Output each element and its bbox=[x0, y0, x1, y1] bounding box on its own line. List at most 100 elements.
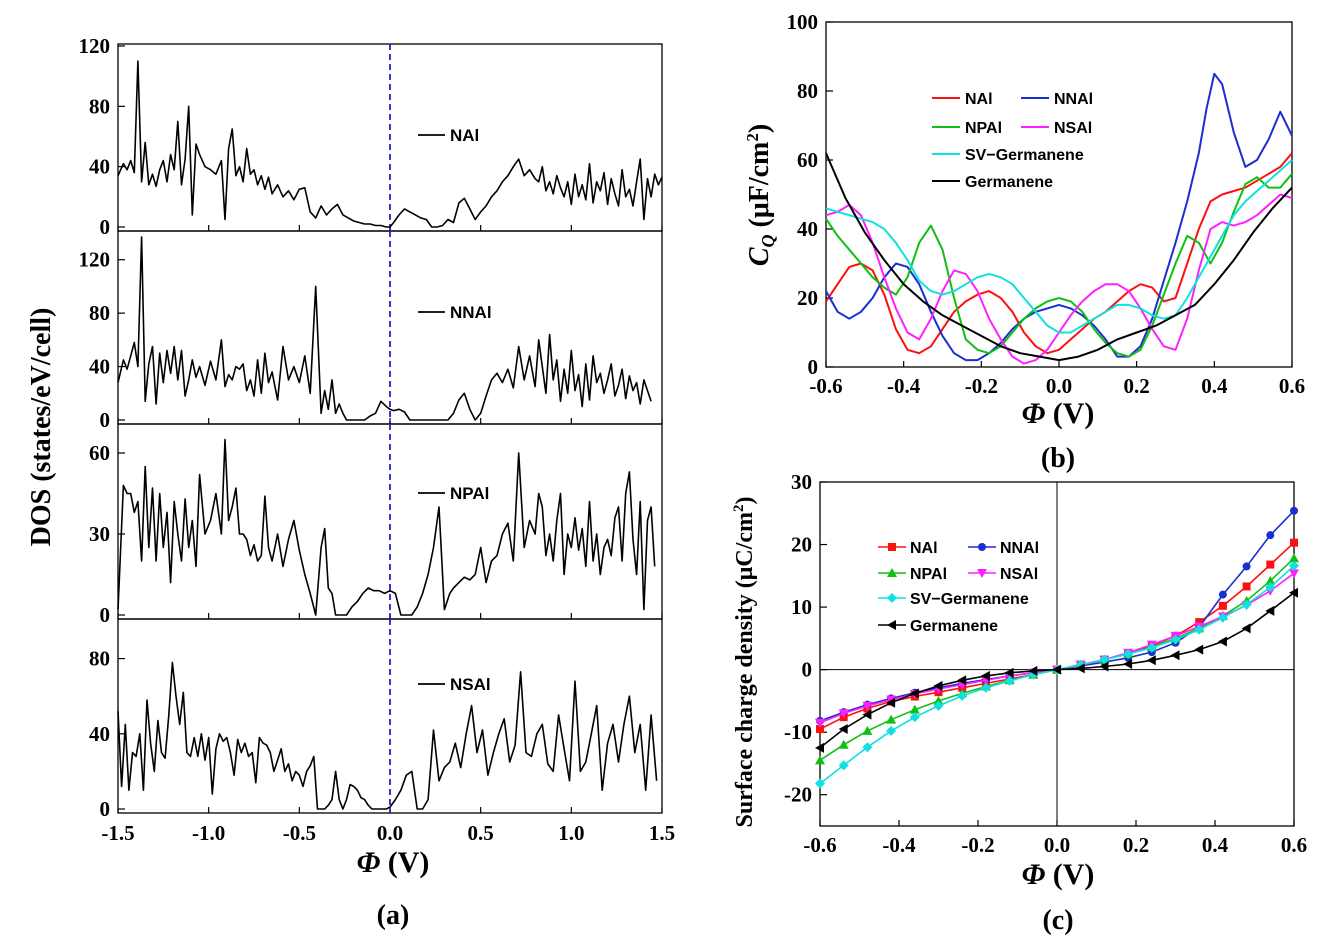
charge-point-sv-germanene bbox=[1146, 642, 1157, 653]
x-tick-label: 1.0 bbox=[558, 821, 584, 845]
y-tick-label: 20 bbox=[791, 533, 812, 557]
panel-b-x-axis-title: Φ (V) bbox=[1022, 397, 1095, 430]
y-tick-label: 120 bbox=[79, 34, 111, 58]
dos-line-nal bbox=[117, 60, 663, 228]
dos-line-npal bbox=[117, 438, 656, 616]
charge-point-germanene bbox=[1217, 636, 1227, 647]
y-tick-label: 40 bbox=[89, 355, 110, 379]
x-tick-label: 0.0 bbox=[1044, 833, 1070, 857]
cq-line-sv-germanene bbox=[825, 159, 1293, 334]
charge-point-germanene bbox=[1028, 665, 1038, 676]
charge-point-germanene bbox=[862, 709, 872, 720]
panel-a-x-axis-title: Φ (V) bbox=[357, 846, 430, 879]
charge-point-sv-germanene bbox=[862, 742, 873, 753]
charge-point-germanene bbox=[957, 675, 967, 686]
x-tick-label: -0.4 bbox=[887, 374, 921, 398]
x-tick-label: 0.6 bbox=[1279, 374, 1305, 398]
charge-point-germanene bbox=[1004, 667, 1014, 678]
panel-a-label: (a) bbox=[377, 900, 410, 931]
legend-label-nnal: NNAl bbox=[1000, 540, 1039, 557]
cq-line-nsal bbox=[825, 193, 1293, 365]
dos-line-nnal bbox=[117, 236, 652, 421]
panel-b-plot-area: 0 20 40 60 80 100 -0.6 -0.4 -0.2 0.0 0.2 0.4 0.6 NAl N… bbox=[787, 10, 1306, 398]
panel-c-plot-area: -20 -10 0 10 20 30 -0.6 -0.4 -0.2 0.0 0.2 0.4 0.6 NAl… bbox=[784, 470, 1307, 857]
panel-c-y-axis-title: Surface charge density (μC/cm2) bbox=[731, 496, 758, 827]
y-tick-label: 30 bbox=[791, 470, 812, 494]
dos-subplot-nal: 0 40 80 120 NAl bbox=[79, 34, 663, 239]
charge-point-npal bbox=[1289, 553, 1299, 563]
charge-point-sv-germanene bbox=[1123, 649, 1134, 659]
charge-point-npal bbox=[1265, 575, 1276, 585]
charge-point-germanene bbox=[909, 688, 919, 699]
x-tick-label: -1.0 bbox=[192, 821, 225, 845]
charge-point-germanene bbox=[1052, 664, 1061, 675]
y-tick-label: 0 bbox=[100, 215, 111, 239]
charge-point-npal bbox=[909, 704, 920, 714]
charge-point-germanene bbox=[815, 742, 824, 753]
charge-point-nsal bbox=[1289, 569, 1299, 579]
y-tick-label: 40 bbox=[89, 722, 110, 746]
panel-c-label: (c) bbox=[1042, 905, 1073, 936]
charge-point-sv-germanene bbox=[838, 760, 849, 771]
cq-line-nal bbox=[825, 152, 1293, 355]
y-tick-label: -20 bbox=[784, 783, 812, 807]
x-tick-label: -0.5 bbox=[283, 821, 316, 845]
y-tick-label: -10 bbox=[784, 720, 812, 744]
x-tick-label: 0.4 bbox=[1201, 374, 1228, 398]
x-tick-label: 0.2 bbox=[1124, 374, 1150, 398]
legend-marker-germanene bbox=[887, 620, 896, 630]
dos-subplot-nnal: 0 40 80 120 NNAl bbox=[79, 230, 663, 432]
panel-b-y-axis-title: CQ (μF/cm2) bbox=[743, 124, 778, 266]
y-tick-label: 100 bbox=[787, 10, 819, 34]
y-tick-label: 0 bbox=[100, 797, 111, 821]
y-tick-label: 10 bbox=[791, 595, 812, 619]
charge-point-nal bbox=[816, 725, 824, 734]
x-tick-label: 0.0 bbox=[377, 821, 403, 845]
charge-point-germanene bbox=[1123, 659, 1133, 670]
charge-point-sv-germanene bbox=[1289, 560, 1299, 571]
dos-subplot-npal: 0 30 60 NPAl bbox=[89, 423, 663, 627]
charge-point-sv-germanene bbox=[1241, 599, 1252, 610]
charge-point-nsal bbox=[815, 718, 825, 728]
charge-point-nal bbox=[1242, 582, 1251, 591]
charge-point-sv-germanene bbox=[1265, 582, 1276, 593]
panel-b-quantum-capacitance: 0 20 40 60 80 100 -0.6 -0.4 -0.2 0.0 0.2 0.4 0.6 NAl N… bbox=[743, 10, 1305, 474]
legend-marker-nal bbox=[888, 543, 896, 551]
dos-line-nsal bbox=[117, 661, 658, 810]
legend-marker-sv-germanene bbox=[887, 593, 897, 603]
charge-point-nsal bbox=[838, 709, 849, 719]
legend-label-nnal: NNAl bbox=[1054, 91, 1093, 108]
y-tick-label: 60 bbox=[89, 441, 110, 465]
y-tick-label: 0 bbox=[808, 355, 819, 379]
y-tick-label: 60 bbox=[797, 148, 818, 172]
charge-point-sv-germanene bbox=[1194, 624, 1205, 635]
charge-point-nnal bbox=[1242, 562, 1251, 571]
legend-label-germanene: Germanene bbox=[910, 618, 998, 635]
charge-point-germanene bbox=[980, 670, 990, 681]
charge-point-sv-germanene bbox=[957, 690, 968, 701]
charge-point-germanene bbox=[1194, 644, 1204, 655]
legend-label-npal: NPAl bbox=[910, 566, 947, 583]
y-tick-label: 40 bbox=[89, 155, 110, 179]
charge-point-nsal bbox=[862, 701, 873, 711]
legend-label-germanene: Germanene bbox=[965, 174, 1053, 191]
legend-label: NAl bbox=[450, 126, 479, 145]
y-tick-label: 80 bbox=[797, 79, 818, 103]
legend-label-sv-germanene: SV−Germanene bbox=[965, 147, 1084, 164]
charge-point-nal bbox=[1266, 560, 1275, 569]
legend-marker-nnal bbox=[978, 543, 986, 551]
legend-label-nal: NAl bbox=[910, 540, 938, 557]
y-tick-label: 0 bbox=[100, 408, 111, 432]
legend-label: NNAl bbox=[450, 303, 492, 322]
y-tick-label: 30 bbox=[89, 522, 110, 546]
panel-c-x-axis-title: Φ (V) bbox=[1022, 858, 1095, 891]
x-tick-label: 0.5 bbox=[468, 821, 494, 845]
charge-point-npal bbox=[886, 714, 897, 724]
y-tick-label: 80 bbox=[89, 94, 110, 118]
charge-point-sv-germanene bbox=[815, 778, 825, 789]
charge-point-sv-germanene bbox=[1217, 612, 1228, 623]
x-tick-label: -0.6 bbox=[809, 374, 842, 398]
charge-point-nal bbox=[1195, 618, 1204, 627]
charge-point-nal bbox=[1290, 538, 1298, 547]
